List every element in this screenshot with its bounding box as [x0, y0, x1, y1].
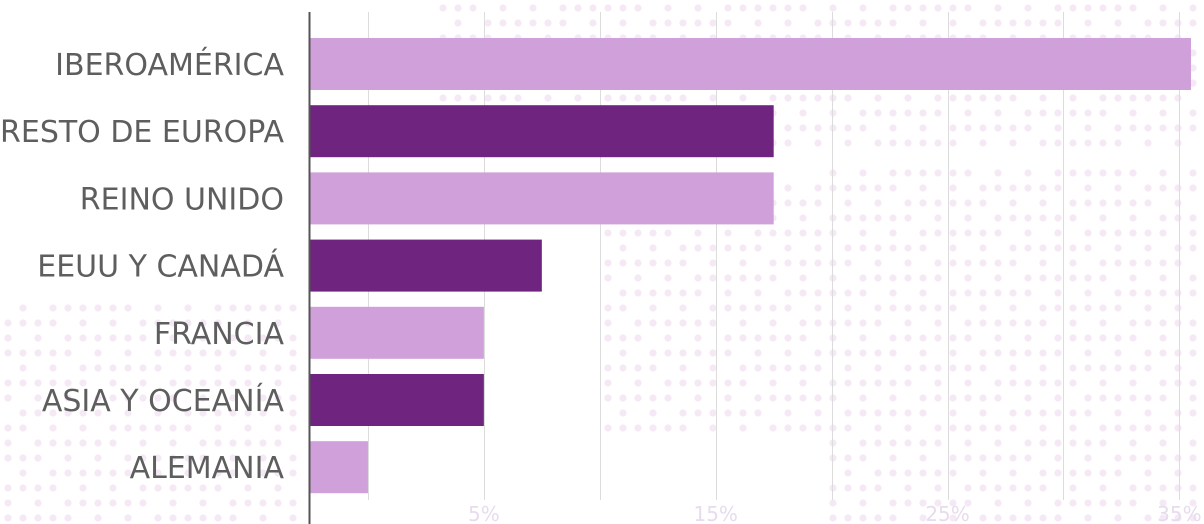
- x-tick-label: 25%: [925, 502, 969, 524]
- bar: [310, 38, 1191, 90]
- category-label: RESTO DE EUROPA: [0, 115, 284, 150]
- bar: [310, 105, 774, 158]
- x-tick-label: 35%: [1157, 502, 1201, 524]
- x-tick-label: 15%: [693, 502, 737, 524]
- x-tick-label: 5%: [468, 502, 500, 524]
- category-label: IBEROAMÉRICA: [55, 47, 284, 83]
- bars: [310, 38, 1191, 494]
- category-label: FRANCIA: [154, 317, 285, 352]
- bar: [310, 374, 484, 426]
- category-label: ALEMANIA: [130, 451, 285, 486]
- category-label: REINO UNIDO: [80, 182, 284, 217]
- bar: [310, 441, 368, 494]
- category-labels: IBEROAMÉRICA RESTO DE EUROPA REINO UNIDO EE…: [0, 47, 284, 486]
- bar: [310, 306, 484, 359]
- bar: [310, 239, 542, 292]
- category-label: ASIA Y OCEANÍA: [42, 383, 285, 419]
- bar: [310, 172, 774, 225]
- category-label: EEUU Y CANADÁ: [37, 249, 284, 285]
- x-tick-labels: 5% 15% 25% 35%: [468, 502, 1202, 524]
